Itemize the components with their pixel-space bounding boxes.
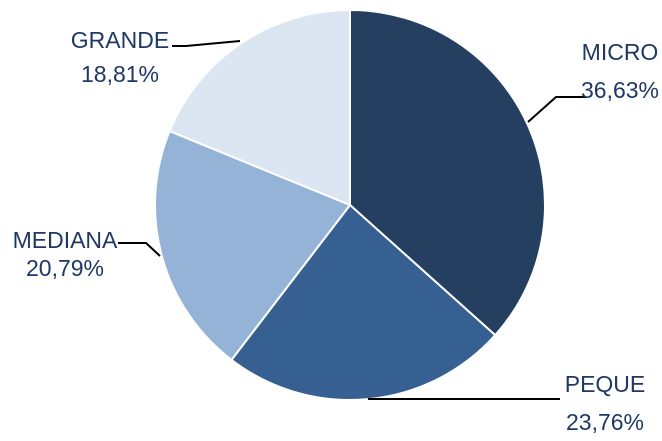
slice-percent-label-mediana: 20,79%	[26, 255, 104, 281]
leader-line-micro	[527, 96, 586, 123]
pie-slice-grande	[168, 9, 351, 206]
pie-slice-micro	[349, 9, 546, 337]
slice-category-label-grande: GRANDE	[71, 27, 169, 53]
slices-layer	[154, 9, 546, 401]
slice-category-label-micro: MICRO	[582, 39, 659, 65]
leader-line-grande	[172, 40, 241, 47]
leader-line-mediana	[118, 242, 161, 257]
slice-category-label-peque: PEQUE	[565, 371, 646, 397]
slice-percent-label-peque: 23,76%	[566, 409, 644, 435]
slice-percent-label-grande: 18,81%	[81, 61, 159, 87]
slice-category-label-mediana: MEDIANA	[13, 227, 118, 253]
leader-lines-layer	[118, 40, 586, 400]
pie-slice-mediana	[154, 130, 351, 361]
slice-percent-label-micro: 36,63%	[581, 77, 659, 103]
